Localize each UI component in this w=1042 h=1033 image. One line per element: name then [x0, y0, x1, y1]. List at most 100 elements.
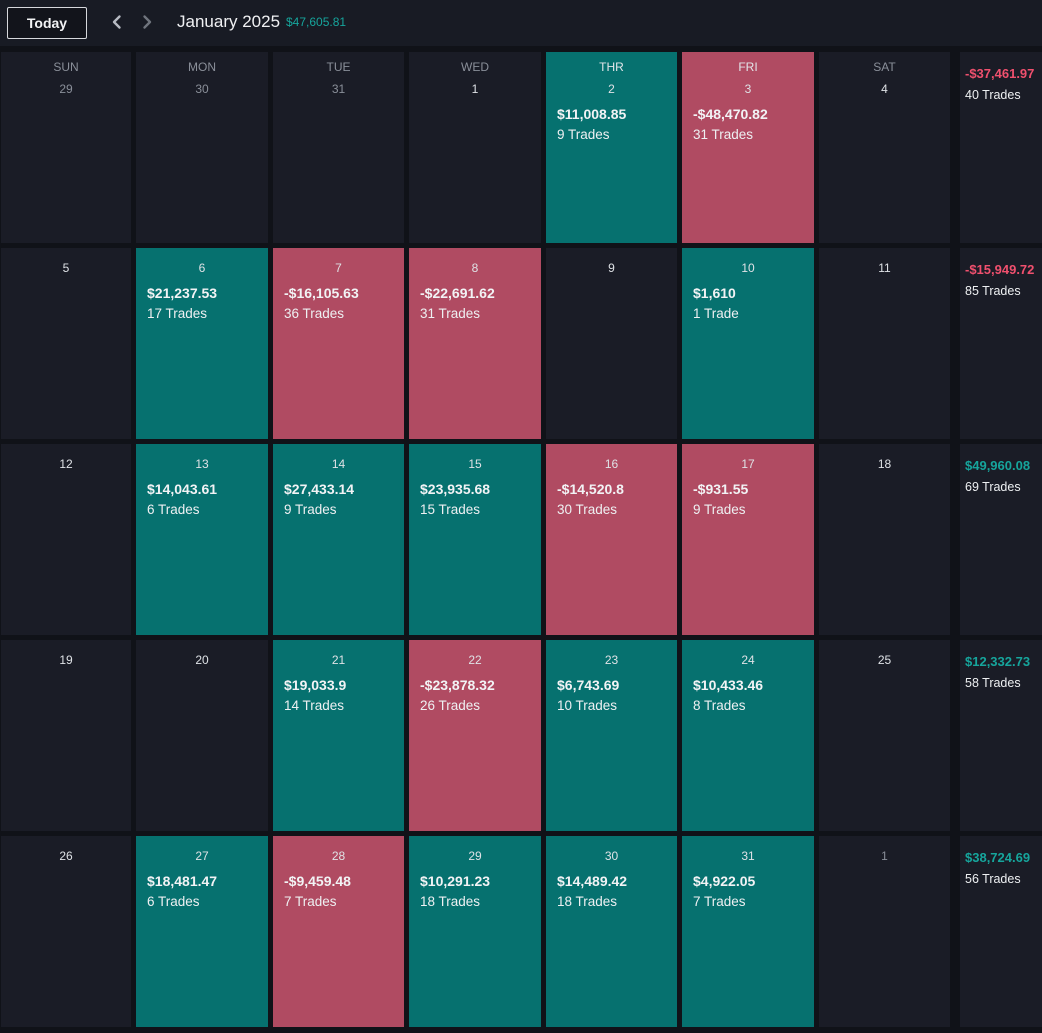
weekday-header: MON — [188, 60, 216, 74]
chevron-right-icon[interactable] — [138, 12, 156, 32]
day-cell[interactable]: 27 $18,481.47 6 Trades — [136, 836, 268, 1027]
week-summary: $49,960.08 69 Trades — [960, 444, 1042, 635]
day-pnl: $14,489.42 — [557, 873, 628, 889]
day-pnl: $23,935.68 — [420, 481, 491, 497]
day-number: 31 — [331, 82, 346, 96]
day-trade-count: 8 Trades — [693, 698, 746, 713]
day-trade-count: 7 Trades — [284, 894, 337, 909]
day-cell[interactable]: THR 2 $11,008.85 9 Trades — [546, 52, 677, 243]
day-pnl: -$48,470.82 — [693, 106, 768, 122]
day-trade-count: 18 Trades — [420, 894, 481, 909]
day-trade-count: 9 Trades — [284, 502, 337, 517]
day-pnl: -$14,520.8 — [557, 481, 624, 497]
week-summary: -$15,949.72 85 Trades — [960, 248, 1042, 439]
day-number: 31 — [741, 849, 755, 863]
month-title: January 2025 — [177, 12, 281, 31]
day-cell[interactable]: 12 — [1, 444, 131, 635]
day-cell[interactable]: 30 $14,489.42 18 Trades — [546, 836, 677, 1027]
day-cell[interactable]: TUE 31 — [273, 52, 404, 243]
day-trade-count: 6 Trades — [147, 894, 200, 909]
weekday-header: THR — [599, 60, 624, 74]
day-pnl: -$23,878.32 — [420, 677, 495, 693]
day-cell[interactable]: 14 $27,433.14 9 Trades — [273, 444, 404, 635]
day-cell[interactable]: 13 $14,043.61 6 Trades — [136, 444, 268, 635]
day-pnl: $21,237.53 — [147, 285, 218, 301]
day-trade-count: 15 Trades — [420, 502, 481, 517]
week-summary: $38,724.69 56 Trades — [960, 836, 1042, 1027]
day-cell[interactable]: 8 -$22,691.62 31 Trades — [409, 248, 541, 439]
calendar-header: Today January 2025 $47,605.81 — [0, 0, 1042, 46]
day-trade-count: 14 Trades — [284, 698, 345, 713]
day-cell[interactable]: 1 — [819, 836, 950, 1027]
day-cell[interactable]: 31 $4,922.05 7 Trades — [682, 836, 814, 1027]
day-number: 6 — [198, 261, 206, 275]
day-cell[interactable]: SAT 4 — [819, 52, 950, 243]
day-number: 27 — [195, 849, 209, 863]
day-number: 30 — [604, 849, 619, 863]
weekday-header: WED — [461, 60, 489, 74]
day-pnl: $4,922.05 — [693, 873, 756, 889]
day-number: 5 — [62, 261, 70, 275]
day-trade-count: 31 Trades — [693, 127, 754, 142]
day-pnl: $6,743.69 — [557, 677, 620, 693]
day-number: 17 — [741, 457, 755, 471]
day-trade-count: 36 Trades — [284, 306, 345, 321]
day-number: 29 — [59, 82, 73, 96]
day-cell[interactable]: 25 — [819, 640, 950, 831]
day-cell[interactable]: 7 -$16,105.63 36 Trades — [273, 248, 404, 439]
day-cell[interactable]: 9 — [546, 248, 677, 439]
day-trade-count: 26 Trades — [420, 698, 481, 713]
day-cell[interactable]: 26 — [1, 836, 131, 1027]
day-number: 14 — [331, 457, 346, 471]
day-number: 26 — [59, 849, 73, 863]
week-summary: $12,332.73 58 Trades — [960, 640, 1042, 831]
chevron-left-icon[interactable] — [108, 12, 126, 32]
day-cell[interactable]: 24 $10,433.46 8 Trades — [682, 640, 814, 831]
week-total-pnl: -$37,461.97 — [965, 66, 1035, 81]
day-number: 2 — [608, 82, 615, 96]
weekday-header: TUE — [326, 60, 351, 74]
day-pnl: -$9,459.48 — [284, 873, 351, 889]
day-number: 29 — [468, 849, 482, 863]
day-cell[interactable]: MON 30 — [136, 52, 268, 243]
day-pnl: -$931.55 — [693, 481, 749, 497]
day-cell[interactable]: 10 $1,610 1 Trade — [682, 248, 814, 439]
week-trade-count: 69 Trades — [965, 480, 1021, 494]
day-cell[interactable]: WED 1 — [409, 52, 541, 243]
week-trade-count: 56 Trades — [965, 872, 1021, 886]
day-cell[interactable]: 20 — [136, 640, 268, 831]
day-pnl: $19,033.9 — [284, 677, 347, 693]
day-number: 3 — [744, 82, 752, 96]
day-cell[interactable]: 22 -$23,878.32 26 Trades — [409, 640, 541, 831]
day-cell[interactable]: 21 $19,033.9 14 Trades — [273, 640, 404, 831]
day-trade-count: 1 Trade — [693, 306, 739, 321]
day-number: 19 — [59, 653, 73, 667]
day-cell[interactable]: 16 -$14,520.8 30 Trades — [546, 444, 677, 635]
day-cell[interactable]: 17 -$931.55 9 Trades — [682, 444, 814, 635]
day-pnl: $10,291.23 — [420, 873, 491, 889]
day-cell[interactable]: 23 $6,743.69 10 Trades — [546, 640, 677, 831]
day-trade-count: 7 Trades — [693, 894, 746, 909]
day-number: 30 — [195, 82, 209, 96]
day-trade-count: 17 Trades — [147, 306, 208, 321]
day-cell[interactable]: 6 $21,237.53 17 Trades — [136, 248, 268, 439]
day-pnl: $27,433.14 — [284, 481, 355, 497]
day-trade-count: 9 Trades — [693, 502, 746, 517]
day-cell[interactable]: 19 — [1, 640, 131, 831]
day-number: 4 — [881, 82, 888, 96]
week-trade-count: 40 Trades — [965, 88, 1021, 102]
day-cell[interactable]: 11 — [819, 248, 950, 439]
day-cell[interactable]: 29 $10,291.23 18 Trades — [409, 836, 541, 1027]
today-button[interactable]: Today — [7, 7, 87, 39]
day-number: 24 — [741, 653, 755, 667]
day-cell[interactable]: 18 — [819, 444, 950, 635]
day-cell[interactable]: 5 — [1, 248, 131, 439]
day-number: 22 — [468, 653, 482, 667]
day-number: 28 — [331, 849, 346, 863]
day-cell[interactable]: SUN 29 — [1, 52, 131, 243]
day-number: 13 — [195, 457, 209, 471]
day-cell[interactable]: 28 -$9,459.48 7 Trades — [273, 836, 404, 1027]
day-cell[interactable]: FRI 3 -$48,470.82 31 Trades — [682, 52, 814, 243]
day-cell[interactable]: 15 $23,935.68 15 Trades — [409, 444, 541, 635]
